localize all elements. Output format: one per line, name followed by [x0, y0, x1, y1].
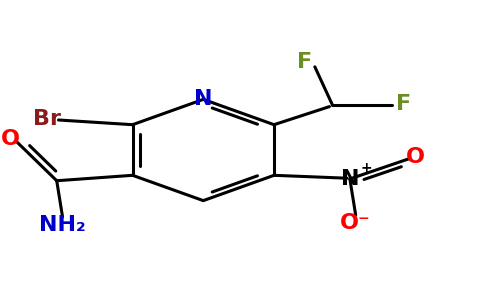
- Text: N: N: [194, 89, 212, 110]
- Text: F: F: [297, 52, 313, 72]
- Text: Br: Br: [33, 109, 61, 128]
- Text: F: F: [396, 94, 411, 114]
- Text: O: O: [0, 129, 19, 149]
- Text: +: +: [361, 161, 372, 175]
- Text: O: O: [406, 147, 425, 167]
- Text: NH₂: NH₂: [39, 215, 86, 235]
- Text: N: N: [341, 169, 359, 189]
- Text: O⁻: O⁻: [340, 213, 371, 233]
